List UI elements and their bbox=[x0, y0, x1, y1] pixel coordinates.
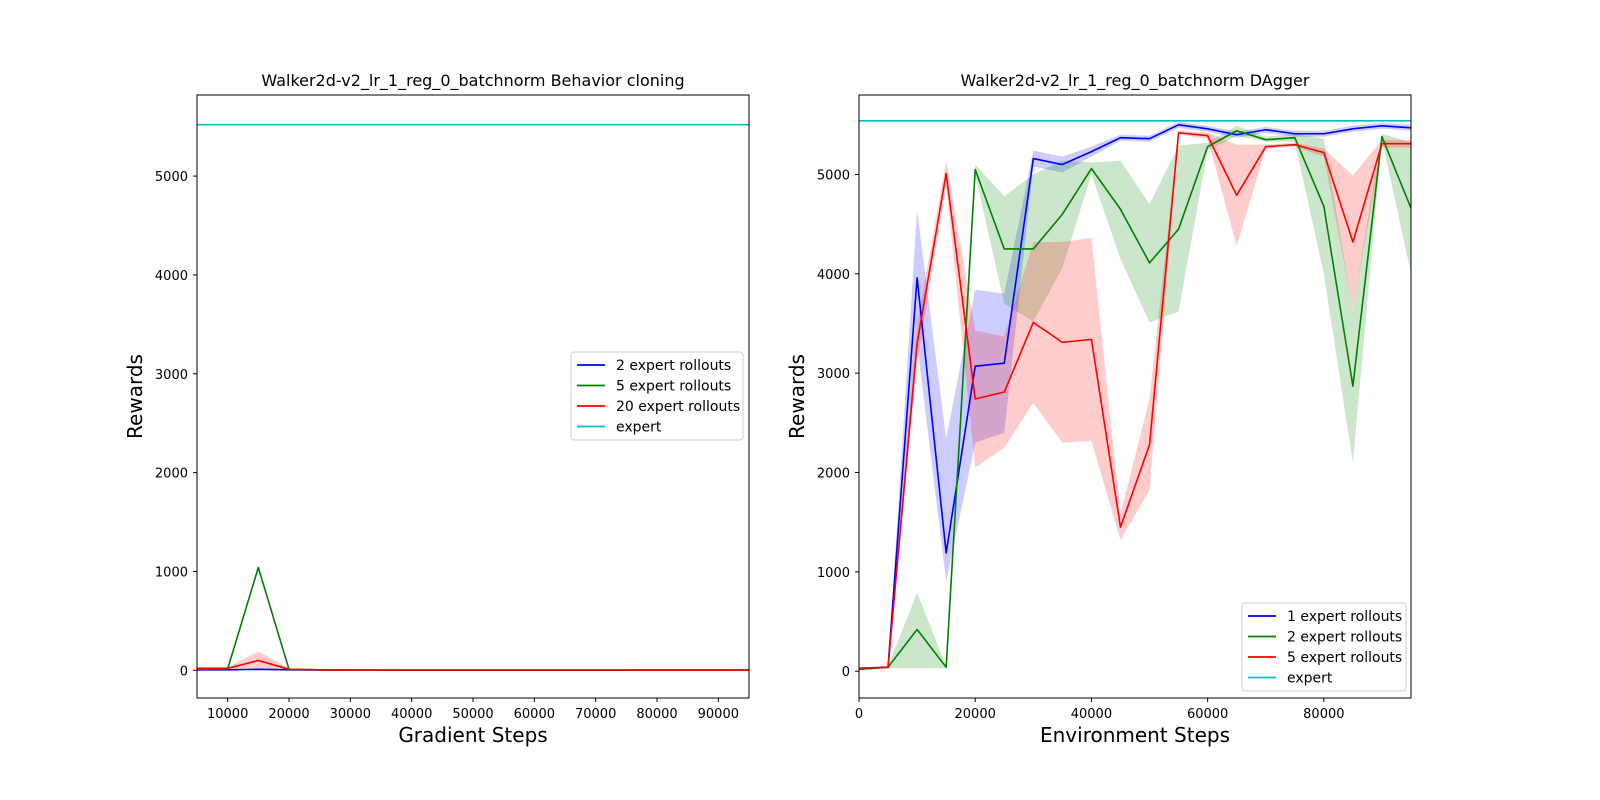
chart-title: Walker2d-v2_lr_1_reg_0_batchnorm DAgger bbox=[961, 71, 1310, 91]
x-axis-label: Gradient Steps bbox=[398, 723, 547, 747]
legend-box bbox=[1241, 602, 1407, 692]
y-axis-label: Rewards bbox=[123, 354, 147, 439]
series-line-1 bbox=[859, 129, 1411, 670]
legend-label-0: 1 expert rollouts bbox=[1287, 609, 1402, 625]
chart-title: Walker2d-v2_lr_1_reg_0_batchnorm Behavio… bbox=[261, 71, 684, 91]
y-tick-label: 3000 bbox=[817, 367, 850, 382]
x-tick-label: 30000 bbox=[330, 707, 371, 722]
x-tick-label: 40000 bbox=[1071, 707, 1112, 722]
y-tick-label: 2000 bbox=[817, 466, 850, 481]
y-tick-label: 1000 bbox=[817, 566, 850, 581]
series-line-1 bbox=[197, 566, 749, 671]
y-tick-label: 0 bbox=[842, 665, 850, 680]
legend-label-2: 20 expert rollouts bbox=[616, 399, 740, 415]
x-axis-label: Environment Steps bbox=[1040, 723, 1230, 747]
y-tick-label: 2000 bbox=[155, 467, 188, 482]
x-tick-label: 80000 bbox=[636, 707, 677, 722]
y-tick-label: 1000 bbox=[155, 565, 188, 580]
y-tick-label: 5000 bbox=[817, 168, 850, 183]
series-line-2 bbox=[197, 659, 749, 671]
x-tick-label: 80000 bbox=[1303, 707, 1344, 722]
legend-label-2: 5 expert rollouts bbox=[1287, 650, 1402, 666]
plot-area bbox=[197, 123, 749, 671]
confidence-band-1 bbox=[859, 125, 1411, 671]
legend-box bbox=[570, 351, 744, 441]
axes-frame bbox=[858, 94, 1412, 699]
legend-label-3: expert bbox=[1287, 671, 1333, 687]
x-tick-label: 20000 bbox=[268, 707, 309, 722]
x-tick-label: 90000 bbox=[698, 707, 739, 722]
plot-area bbox=[859, 120, 1411, 671]
x-tick-label: 50000 bbox=[452, 707, 493, 722]
x-tick-label: 60000 bbox=[514, 707, 555, 722]
chart-panel-1: 0 20000 40000 60000 80000 0 1000 2000 3000 4000 50… bbox=[785, 71, 1412, 747]
x-tick-label: 10000 bbox=[207, 707, 248, 722]
confidence-band-2 bbox=[197, 651, 749, 671]
y-tick-label: 5000 bbox=[155, 170, 188, 185]
y-tick-label: 4000 bbox=[155, 269, 188, 284]
y-axis-label: Rewards bbox=[785, 354, 809, 439]
x-tick-label: 70000 bbox=[575, 707, 616, 722]
x-tick-label: 60000 bbox=[1187, 707, 1228, 722]
x-tick-label: 0 bbox=[855, 707, 863, 722]
y-tick-label: 4000 bbox=[817, 268, 850, 283]
x-tick-label: 20000 bbox=[955, 707, 996, 722]
legend-label-1: 5 expert rollouts bbox=[616, 379, 731, 395]
y-tick-label: 0 bbox=[180, 664, 188, 679]
legend-label-0: 2 expert rollouts bbox=[616, 358, 731, 374]
legend-label-3: expert bbox=[616, 420, 662, 436]
legend-label-1: 2 expert rollouts bbox=[1287, 630, 1402, 646]
confidence-band-1 bbox=[197, 566, 749, 671]
series-line-0 bbox=[859, 124, 1411, 670]
legend: 1 expert rollouts 2 expert rollouts 5 expe… bbox=[1241, 602, 1407, 692]
y-tick-label: 3000 bbox=[155, 368, 188, 383]
legend: 2 expert rollouts 5 expert rollouts 20 exp… bbox=[570, 351, 744, 441]
series-line-2 bbox=[859, 131, 1411, 669]
chart-panel-0: 10000 20000 30000 40000 50000 60000 70000 80000… bbox=[123, 71, 750, 747]
x-tick-label: 40000 bbox=[391, 707, 432, 722]
confidence-band-0 bbox=[859, 121, 1411, 671]
